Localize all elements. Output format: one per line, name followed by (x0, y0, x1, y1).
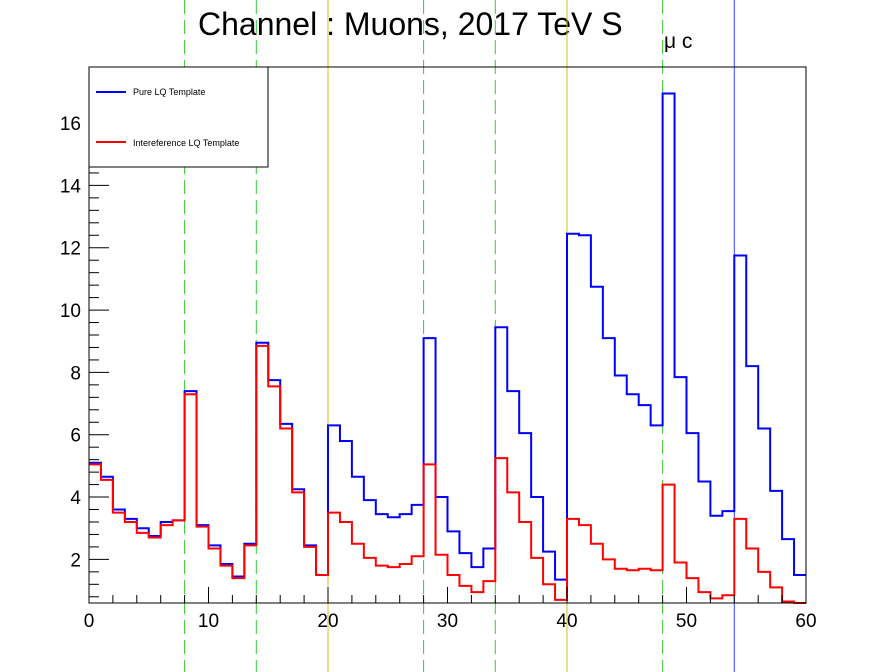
x-tick-label: 40 (556, 611, 577, 632)
legend-box (88, 66, 269, 168)
x-tick-label: 0 (84, 611, 95, 632)
y-tick-label: 6 (70, 426, 81, 447)
y-tick-label: 4 (70, 488, 81, 509)
y-tick-label: 12 (60, 239, 81, 260)
legend-label-interference-lq: Intereference LQ Template (133, 138, 239, 148)
x-tick-label: 60 (795, 611, 816, 632)
chart-title-subscript: μ c (664, 30, 692, 53)
y-tick-label: 16 (60, 114, 81, 135)
y-tick-label: 10 (60, 301, 81, 322)
y-tick-label: 14 (60, 176, 82, 197)
legend-label-pure-lq: Pure LQ Template (133, 87, 205, 97)
chart-title: Channel : Muons, 2017 TeV S (198, 6, 623, 42)
x-tick-label: 50 (676, 611, 697, 632)
axes: 0 10 20 30 40 50 60 2 4 6 8 10 12 14 16 (60, 72, 817, 632)
series-layer (89, 92, 806, 604)
x-tick-label: 30 (437, 611, 458, 632)
y-tick-label: 8 (70, 363, 81, 384)
x-tick-label: 10 (198, 611, 219, 632)
series-line-2 (89, 344, 806, 604)
y-tick-label: 2 (70, 550, 81, 571)
x-tick-label: 20 (317, 611, 338, 632)
legend: Pure LQ Template Intereference LQ Templa… (88, 66, 269, 168)
